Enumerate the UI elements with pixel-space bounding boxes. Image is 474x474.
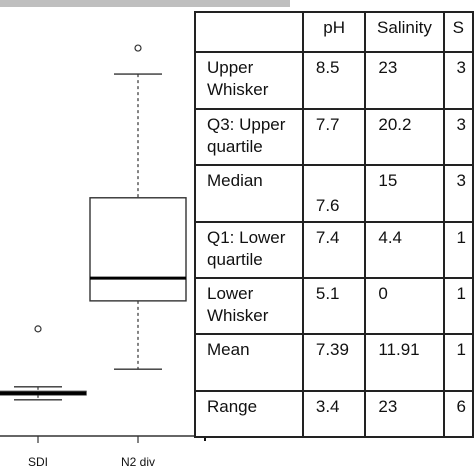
- table-row-q3: Q3: Upper quartile 7.7 20.2 3: [194, 108, 474, 166]
- table-cell-ph: 7.6: [301, 164, 367, 223]
- table-row-label: Mean: [194, 333, 304, 392]
- table-cell-cut: 1: [442, 333, 474, 392]
- outlier-point: [134, 44, 142, 52]
- boxes-layer: [0, 44, 187, 401]
- table-header-salinity: Salinity: [364, 11, 445, 53]
- row-label-line: Whisker: [207, 80, 269, 99]
- table-header-ph: pH: [301, 11, 367, 53]
- table-cell-salinity: 15: [364, 164, 445, 223]
- table-row-label: Q3: Upper quartile: [194, 108, 304, 166]
- table-cell-salinity: 4.4: [364, 221, 445, 279]
- table-cell-salinity: 11.91: [364, 333, 445, 392]
- table-cell-cut: 1: [442, 277, 474, 335]
- table-cell-salinity: 0: [364, 277, 445, 335]
- table-header-row: pH Salinity S: [194, 11, 474, 53]
- row-label-line: Q3: Upper: [207, 115, 286, 134]
- table-row-upper-whisker: Upper Whisker 8.5 23 3: [194, 51, 474, 110]
- table-row-label: Lower Whisker: [194, 277, 304, 335]
- table-row-lower-whisker: Lower Whisker 5.1 0 1: [194, 277, 474, 335]
- table-row-label: Q1: Lower quartile: [194, 221, 304, 279]
- table-cell-salinity: 23: [364, 390, 445, 438]
- table-cell-ph: 7.4: [301, 221, 367, 279]
- table-row-label: Range: [194, 390, 304, 438]
- x-tick-label: N2 div: [121, 455, 155, 469]
- table-row-q1: Q1: Lower quartile 7.4 4.4 1: [194, 221, 474, 279]
- row-label-line: Whisker: [207, 306, 269, 325]
- table-cell-cut: 6: [442, 390, 474, 438]
- iqr-box: [89, 197, 187, 302]
- table-row-label: Median: [194, 164, 304, 223]
- row-label-line: Median: [207, 171, 263, 190]
- table-corner-cell: [194, 11, 304, 53]
- table-header-cut: S: [442, 11, 474, 53]
- table-cell-cut: 3: [442, 164, 474, 223]
- box-group-0: [0, 325, 87, 401]
- table-row-label: Upper Whisker: [194, 51, 304, 110]
- table-cell-salinity: 23: [364, 51, 445, 110]
- row-label-line: Range: [207, 397, 258, 416]
- row-label-line: Lower: [207, 284, 254, 303]
- row-label-line: Q1: Lower: [207, 228, 286, 247]
- box-group-1: [89, 44, 187, 370]
- table-cell-ph: 8.5: [301, 51, 367, 110]
- table-cell-salinity: 20.2: [364, 108, 445, 166]
- stats-table: pH Salinity S Upper Whisker 8.5 23 3 Q3:…: [194, 11, 474, 438]
- table-cell-cut: 3: [442, 108, 474, 166]
- row-label-line: quartile: [207, 137, 263, 156]
- x-ticks-layer: SDI N2 div: [28, 436, 155, 469]
- outlier-point: [34, 325, 42, 333]
- top-border-strip: [0, 0, 290, 7]
- table-cell-ph: 7.39: [301, 333, 367, 392]
- x-tick-label: SDI: [28, 455, 48, 469]
- table-row-range: Range 3.4 23 6: [194, 390, 474, 438]
- table-row-mean: Mean 7.39 11.91 1: [194, 333, 474, 392]
- table-row-median: Median 7.6 15 3: [194, 164, 474, 223]
- table-cell-ph: 3.4: [301, 390, 367, 438]
- table-cell-ph: 7.7: [301, 108, 367, 166]
- row-label-line: Mean: [207, 340, 250, 359]
- table-cell-ph: 5.1: [301, 277, 367, 335]
- row-label-line: Upper: [207, 58, 254, 77]
- table-cell-cut: 1: [442, 221, 474, 279]
- row-label-line: quartile: [207, 250, 263, 269]
- table-cell-cut: 3: [442, 51, 474, 110]
